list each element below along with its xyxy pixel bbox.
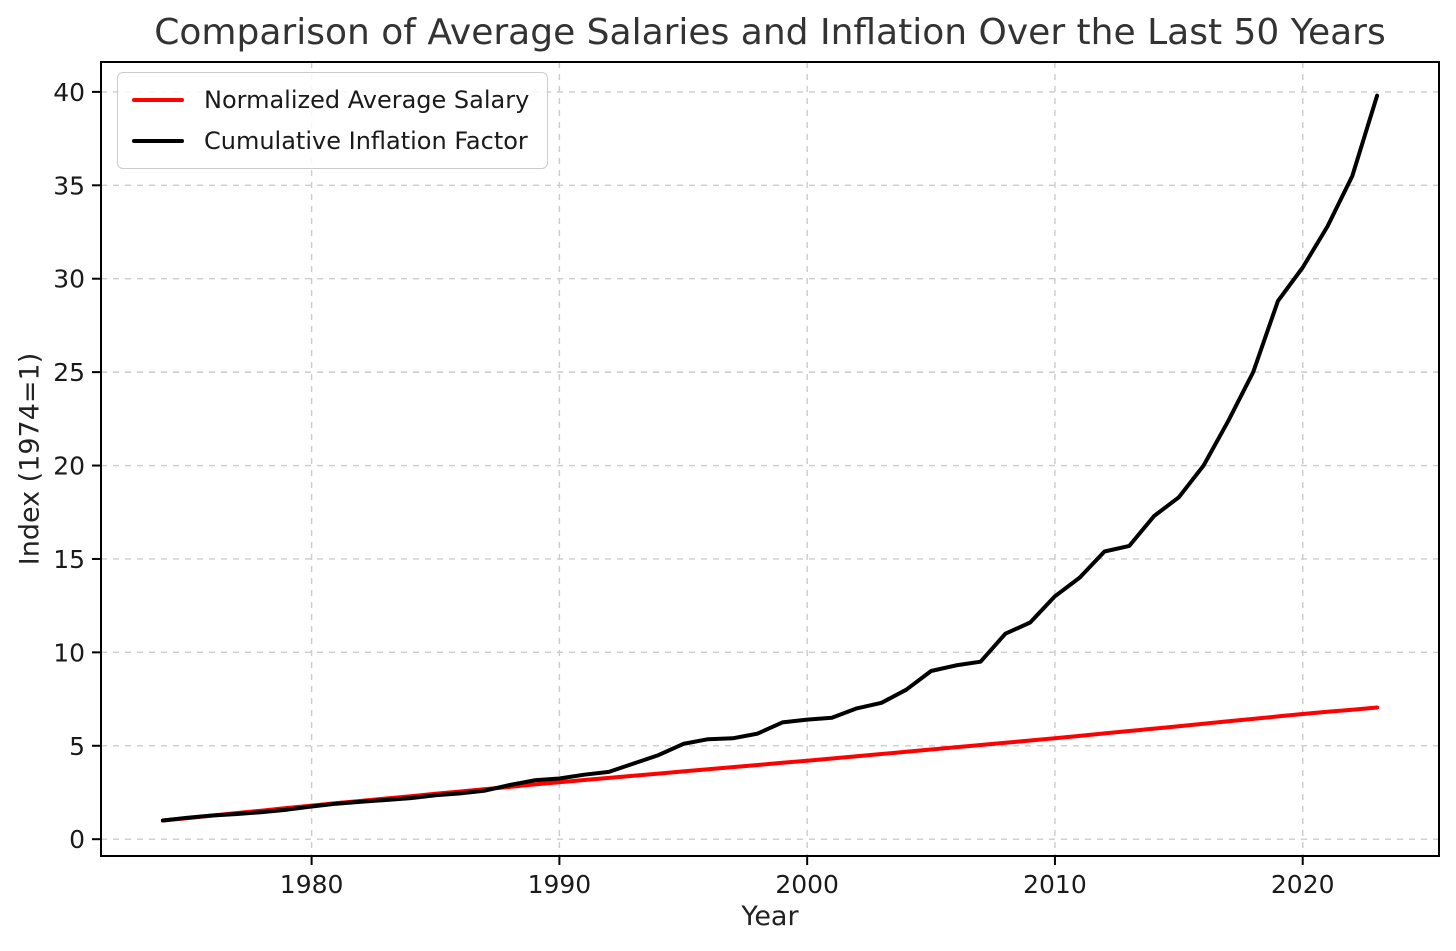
x-tick-label-2020: 2020 (1271, 870, 1335, 899)
x-tick-label-2000: 2000 (775, 870, 839, 899)
x-tick-label-1980: 1980 (280, 870, 344, 899)
axes-frame (100, 61, 1440, 857)
y-tick-label-25: 25 (53, 358, 85, 387)
y-tick-label-10: 10 (53, 638, 85, 667)
legend-label-inflation: Cumulative Inflation Factor (204, 127, 528, 155)
x-tick-label-1990: 1990 (528, 870, 592, 899)
legend-label-salary: Normalized Average Salary (204, 86, 530, 114)
series-line-cumulative-inflation-factor (160, 93, 1380, 823)
legend-item-salary: Normalized Average Salary (132, 85, 529, 115)
y-axis-title: Index (1974=1) (14, 352, 46, 566)
x-tick-label-2010: 2010 (1023, 870, 1087, 899)
y-tick-label-20: 20 (53, 452, 85, 481)
x-axis-title: Year (741, 901, 799, 932)
legend-item-inflation: Cumulative Inflation Factor (132, 126, 529, 156)
y-tick-label-40: 40 (53, 78, 85, 107)
y-tick-label-30: 30 (53, 265, 85, 294)
salary-line-swatch (132, 98, 184, 102)
y-tick-label-5: 5 (69, 732, 85, 761)
legend: Normalized Average Salary Cumulative Inf… (117, 72, 549, 169)
y-tick-label-35: 35 (53, 171, 85, 200)
chart-title: Comparison of Average Salaries and Infla… (154, 12, 1386, 53)
inflation-line-swatch (132, 139, 184, 143)
y-tick-label-15: 15 (53, 545, 85, 574)
y-tick-label-0: 0 (69, 825, 85, 854)
